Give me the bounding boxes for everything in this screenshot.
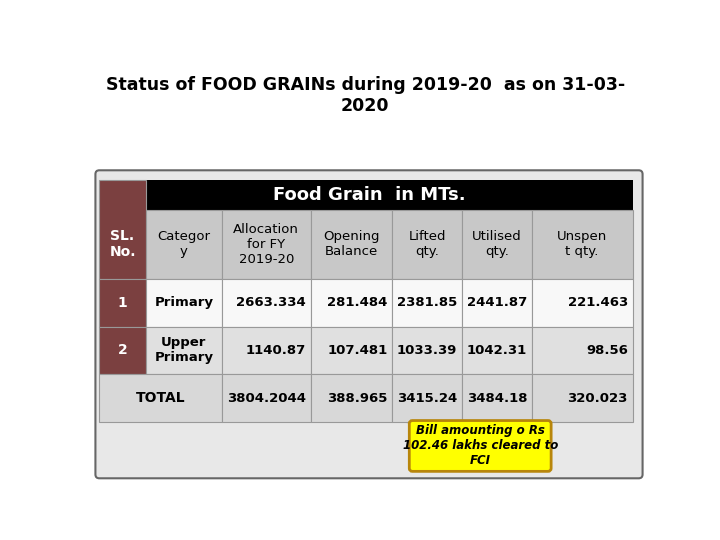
Text: 98.56: 98.56 (586, 344, 628, 357)
Bar (462, 327, 532, 374)
Text: SL.
No.: SL. No. (109, 229, 136, 259)
Text: 1140.87: 1140.87 (246, 344, 306, 357)
Text: 1: 1 (117, 296, 127, 310)
Bar (311, 210, 392, 279)
Text: TOTAL: TOTAL (135, 391, 185, 405)
Text: Upper
Primary: Upper Primary (154, 336, 213, 365)
Bar (145, 210, 222, 279)
Bar (311, 327, 392, 374)
Text: Allocation
for FY
2019-20: Allocation for FY 2019-20 (233, 222, 300, 266)
Text: 3804.2044: 3804.2044 (228, 392, 306, 404)
Text: Lifted
qty.: Lifted qty. (408, 230, 446, 258)
Text: 1042.31: 1042.31 (467, 344, 527, 357)
Bar (145, 279, 222, 327)
Bar (462, 374, 532, 422)
Text: 3484.18: 3484.18 (467, 392, 527, 404)
Bar (532, 279, 632, 327)
Text: Utilised
qty.: Utilised qty. (472, 230, 522, 258)
FancyBboxPatch shape (409, 421, 551, 471)
Bar (222, 374, 311, 422)
Text: Status of FOOD GRAINs during 2019-20  as on 31-03-
2020: Status of FOOD GRAINs during 2019-20 as … (106, 76, 625, 115)
Bar (532, 210, 632, 279)
Text: Unspen
t qty.: Unspen t qty. (557, 230, 607, 258)
Bar (145, 327, 222, 374)
Bar (392, 210, 462, 279)
Bar (99, 374, 222, 422)
Bar (462, 279, 532, 327)
Bar (311, 279, 392, 327)
Bar (532, 374, 632, 422)
Text: 281.484: 281.484 (327, 296, 387, 309)
Text: Opening
Balance: Opening Balance (323, 230, 380, 258)
Bar (106, 180, 632, 210)
Text: 2: 2 (117, 343, 127, 357)
Text: Primary: Primary (154, 296, 213, 309)
Text: 2381.85: 2381.85 (397, 296, 457, 309)
Polygon shape (406, 422, 434, 423)
Bar (311, 374, 392, 422)
Bar (222, 327, 311, 374)
Bar (222, 279, 311, 327)
Bar (99, 180, 145, 279)
Text: 388.965: 388.965 (327, 392, 387, 404)
Bar (99, 327, 145, 374)
Text: 2663.334: 2663.334 (236, 296, 306, 309)
Text: 2441.87: 2441.87 (467, 296, 527, 309)
Text: 107.481: 107.481 (328, 344, 387, 357)
Bar (392, 279, 462, 327)
Text: Bill amounting o Rs
102.46 lakhs cleared to
FCI: Bill amounting o Rs 102.46 lakhs cleared… (402, 424, 558, 468)
Text: 3415.24: 3415.24 (397, 392, 457, 404)
Text: 1033.39: 1033.39 (397, 344, 457, 357)
Text: 320.023: 320.023 (567, 392, 628, 404)
Bar (392, 327, 462, 374)
Bar (532, 327, 632, 374)
FancyBboxPatch shape (96, 170, 642, 478)
Text: Categor
y: Categor y (157, 230, 210, 258)
Text: 221.463: 221.463 (567, 296, 628, 309)
Bar (462, 210, 532, 279)
Bar (392, 374, 462, 422)
Text: Food Grain  in MTs.: Food Grain in MTs. (273, 186, 465, 204)
Bar (222, 210, 311, 279)
Bar (99, 279, 145, 327)
